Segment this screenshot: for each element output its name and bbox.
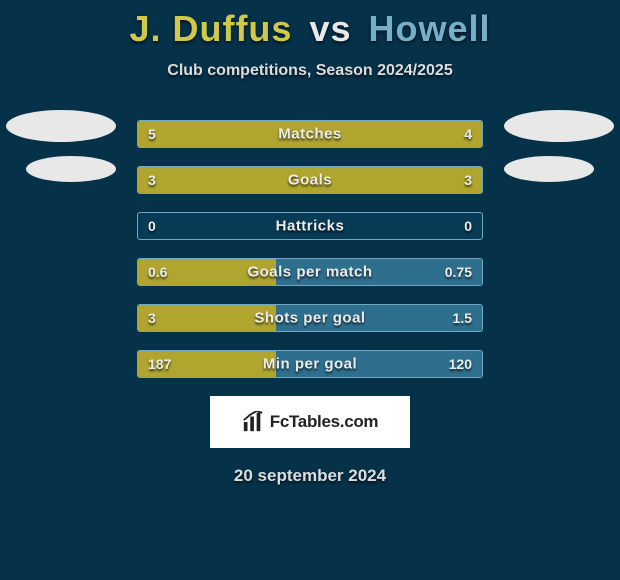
player1-photo — [6, 110, 116, 142]
stat-label: Goals — [138, 172, 482, 189]
stat-label: Matches — [138, 126, 482, 143]
bar-chart-icon — [242, 411, 264, 433]
stat-row: 187120Min per goal — [137, 350, 483, 378]
stat-row: 31.5Shots per goal — [137, 304, 483, 332]
vs-separator: vs — [309, 8, 351, 49]
subtitle: Club competitions, Season 2024/2025 — [0, 62, 620, 80]
source-logo-text: FcTables.com — [270, 412, 379, 432]
player1-name: J. Duffus — [129, 8, 292, 49]
player2-name: Howell — [369, 8, 491, 49]
stat-label: Shots per goal — [138, 310, 482, 327]
stats-bars: 54Matches 33Goals 00Hattricks 0.60.75Goals … — [137, 120, 483, 378]
stat-row: 0.60.75Goals per match — [137, 258, 483, 286]
stat-row: 00Hattricks — [137, 212, 483, 240]
comparison-title: J. Duffus vs Howell — [0, 0, 620, 50]
date-label: 20 september 2024 — [0, 466, 620, 486]
player1-team-badge — [26, 156, 116, 182]
player2-photo — [504, 110, 614, 142]
stat-row: 54Matches — [137, 120, 483, 148]
player2-team-badge — [504, 156, 594, 182]
stat-label: Min per goal — [138, 356, 482, 373]
stat-row: 33Goals — [137, 166, 483, 194]
source-logo: FcTables.com — [210, 396, 410, 448]
stat-label: Hattricks — [138, 218, 482, 235]
stat-label: Goals per match — [138, 264, 482, 281]
